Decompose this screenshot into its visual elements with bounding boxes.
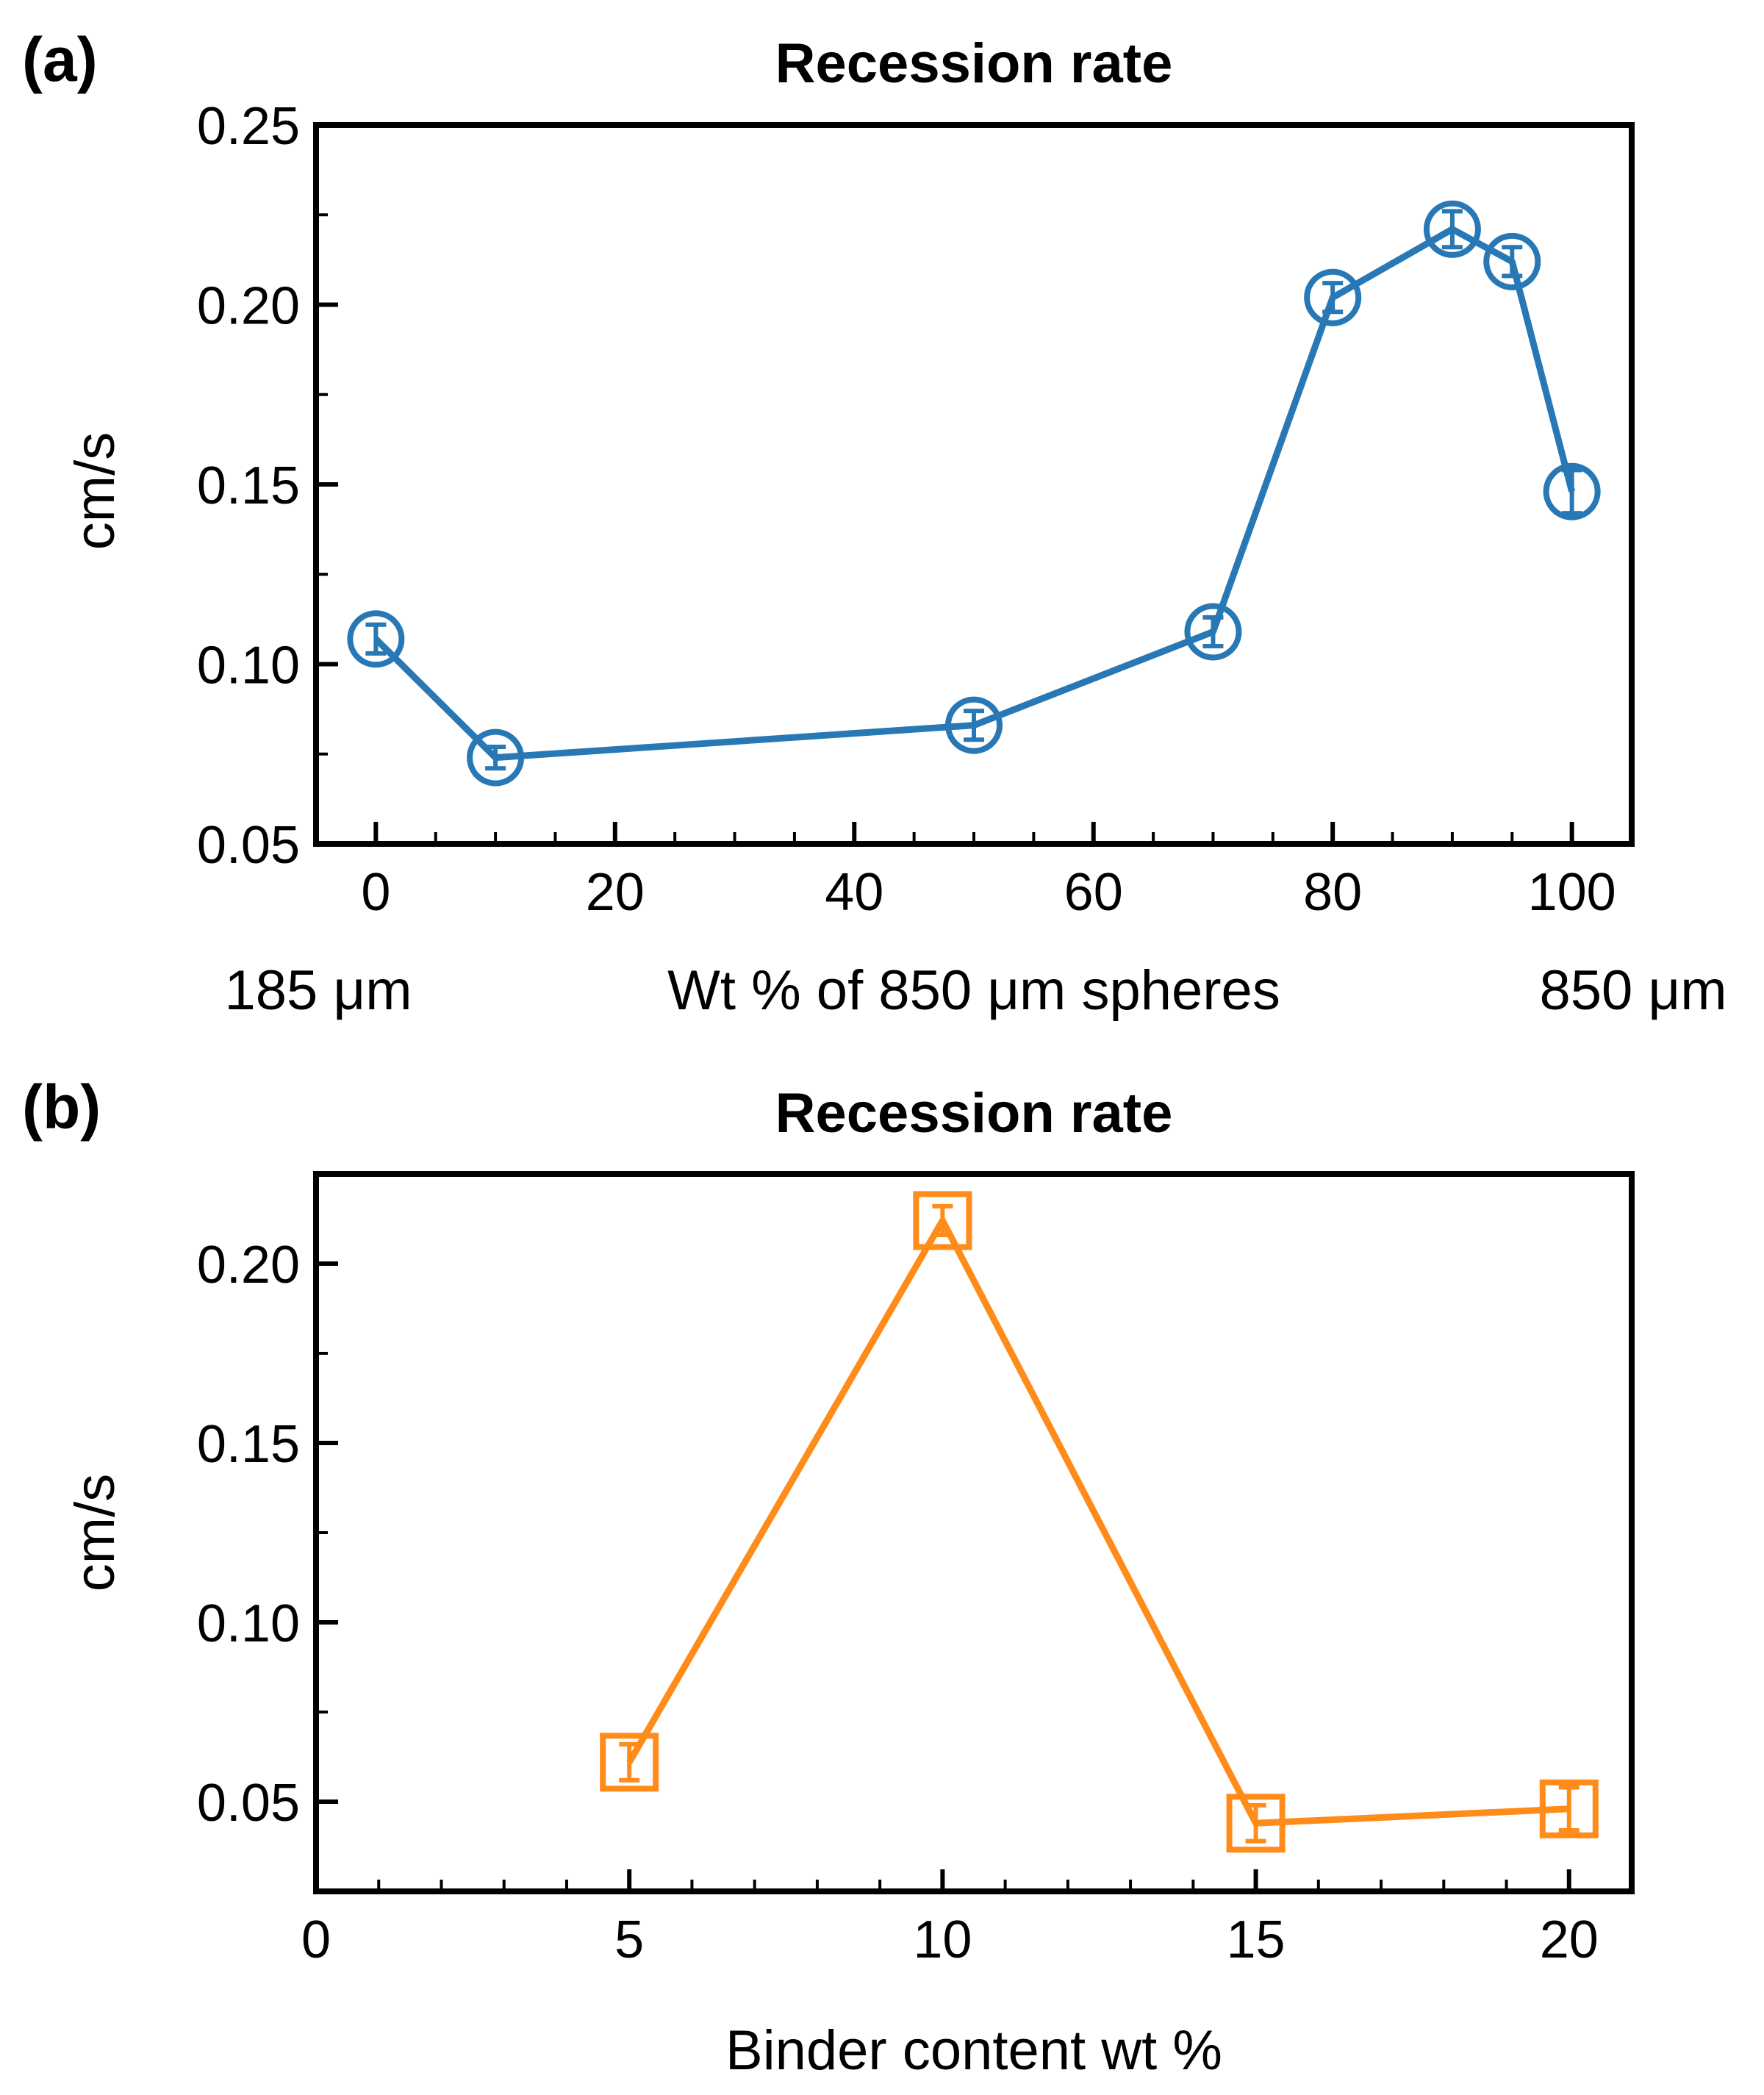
plot-frame	[313, 1171, 1635, 1894]
y-axis-label: cm/s	[64, 432, 126, 550]
y-tick-label: 0.25	[197, 97, 300, 156]
data-point	[1226, 1794, 1286, 1853]
x-tick-label: 0	[301, 1910, 331, 1969]
data-point	[945, 696, 1003, 754]
x-axis-label: Wt % of 850 μm spheres	[667, 959, 1280, 1022]
y-tick-label: 0.20	[197, 277, 300, 336]
y-tick-label: 0.05	[197, 816, 300, 875]
data-marks	[347, 200, 1601, 787]
x-tick-label: 20	[586, 863, 645, 922]
axis-ticks: 0 20 40 60 80 100 0.05 0.10 0.15 0.20 0.25	[197, 97, 1633, 922]
series-line	[626, 1217, 1569, 1827]
y-tick-label: 0.05	[197, 1774, 300, 1833]
y-tick-label: 0.15	[197, 456, 300, 515]
x-left-annotation: 185 μm	[224, 959, 412, 1022]
panel-a: (a) Recession rate cm/s Wt % of 850 μm s…	[22, 25, 1727, 1022]
panel-b: (b) Recession rate cm/s Binder content w…	[22, 1072, 1635, 2082]
data-marks	[600, 1191, 1599, 1853]
x-tick-label: 10	[913, 1910, 972, 1969]
panel-label: (a)	[22, 25, 98, 94]
data-point	[1184, 603, 1242, 661]
x-tick-label: 60	[1064, 863, 1123, 922]
axis-ticks: 0 5 10 15 20 0.05 0.10 0.15 0.20	[197, 1172, 1633, 1969]
panel-label: (b)	[22, 1072, 101, 1142]
x-tick-label: 100	[1528, 863, 1616, 922]
data-point	[600, 1733, 659, 1792]
x-tick-label: 15	[1227, 1910, 1286, 1969]
data-point	[913, 1191, 972, 1250]
data-point	[1483, 232, 1541, 290]
x-tick-label: 20	[1540, 1910, 1599, 1969]
y-tick-label: 0.10	[197, 637, 300, 695]
data-point	[467, 728, 525, 787]
data-point	[1543, 462, 1601, 520]
x-tick-label: 5	[614, 1910, 644, 1969]
chart-title: Recession rate	[775, 1082, 1173, 1145]
y-axis-label: cm/s	[64, 1474, 126, 1591]
data-point	[347, 610, 405, 668]
data-point	[1423, 200, 1481, 258]
x-tick-label: 80	[1303, 863, 1362, 922]
x-right-annotation: 850 μm	[1539, 959, 1727, 1022]
y-tick-label: 0.15	[197, 1415, 300, 1474]
x-tick-label: 0	[361, 863, 390, 922]
plot-frame	[313, 122, 1635, 847]
y-tick-label: 0.20	[197, 1236, 300, 1294]
data-point	[1304, 268, 1362, 326]
x-tick-label: 40	[825, 863, 883, 922]
chart-title: Recession rate	[775, 32, 1173, 95]
x-axis-label: Binder content wt %	[725, 2019, 1222, 2082]
data-point	[1539, 1779, 1599, 1838]
y-tick-label: 0.10	[197, 1594, 300, 1653]
series-line	[373, 226, 1575, 762]
